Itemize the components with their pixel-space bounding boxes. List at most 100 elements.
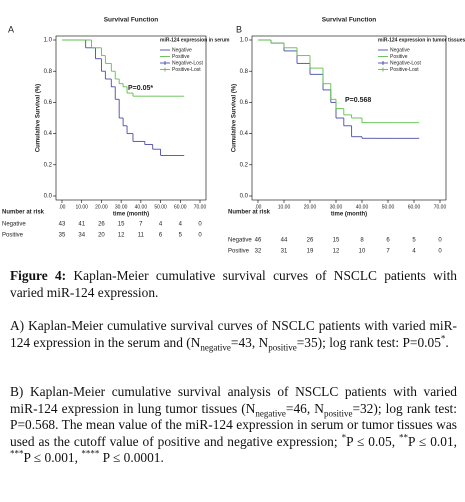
risk-count: 4 (179, 222, 183, 228)
text: . (445, 334, 449, 350)
risk-table-title: Number at risk (2, 210, 45, 216)
text: P ≤ 0.05, (346, 433, 400, 449)
legend-label: Positive (390, 54, 408, 60)
risk-count: 34 (78, 233, 85, 239)
x-tick-label: 20.00 (95, 204, 108, 210)
x-tick-label: 20.00 (304, 204, 317, 210)
text: P ≤ 0.0001. (99, 450, 164, 465)
risk-count: 0 (438, 249, 442, 255)
x-axis-label: time (month) (331, 212, 367, 218)
paragraph: B) Kaplan-Meier cumulative survival anal… (10, 384, 457, 467)
superscript: * (341, 432, 347, 443)
superscript: *** (10, 448, 24, 459)
caption-text: Kaplan-Meier cumulative survival curves … (10, 268, 457, 300)
figure: A Survival Function Cumulative Survival (%… (2, 17, 465, 255)
risk-count: 5 (179, 233, 183, 239)
risk-count: 7 (386, 249, 390, 255)
risk-count: 5 (412, 238, 416, 244)
x-tick-label: 70.00 (434, 204, 447, 210)
x-tick-label: 30.00 (330, 204, 343, 210)
y-axis-label: Cumulative Survival (%) (36, 84, 42, 152)
y-tick-label: 0.8 (44, 69, 53, 75)
risk-row-name: Positive (228, 249, 250, 255)
chart-title: Survival Function (104, 17, 159, 24)
risk-row-name: Negative (2, 222, 26, 228)
risk-count: 44 (281, 238, 288, 244)
superscript: **** (81, 448, 100, 459)
risk-count: 7 (139, 222, 143, 228)
plot-frame (55, 35, 207, 201)
chart-title: Survival Function (322, 17, 377, 24)
x-tick-label: 40.00 (356, 204, 369, 210)
risk-count: 43 (59, 222, 66, 228)
risk-count: 26 (307, 238, 314, 244)
y-tick-label: 0.2 (44, 162, 53, 168)
risk-count: 0 (438, 238, 442, 244)
risk-table-title: Number at risk (228, 210, 271, 216)
risk-count: 15 (118, 222, 125, 228)
legend-label: Positive (172, 54, 190, 60)
superscript: ** (399, 432, 409, 443)
x-tick-label: 10.00 (278, 204, 291, 210)
figure-label: Figure 4: (10, 268, 67, 283)
legend-title: miR-124 expression in serum (160, 37, 230, 43)
subscript: negative (200, 342, 231, 353)
text: =43, N (230, 334, 269, 350)
y-tick-label: 0.0 (240, 194, 249, 200)
legend-label: Positive-Lost (172, 67, 201, 73)
x-tick-label: 50.00 (382, 204, 395, 210)
subscript: positive (323, 408, 353, 419)
text: B) Kaplan-Meier cumulative survival anal… (10, 384, 457, 416)
risk-count: 0 (198, 222, 202, 228)
risk-count: 6 (159, 233, 163, 239)
risk-count: 12 (118, 233, 125, 239)
risk-count: 35 (59, 233, 66, 239)
x-tick-label: 60.00 (174, 204, 187, 210)
y-tick-label: 1.0 (44, 38, 53, 44)
annotation: P=0.568 (345, 97, 371, 104)
text: A) Kaplan-Meier cumulative survival curv… (10, 318, 457, 350)
superscript: * (440, 333, 446, 344)
y-tick-label: 0.6 (240, 100, 249, 106)
y-tick-label: 0.0 (44, 194, 53, 200)
risk-count: 12 (333, 249, 340, 255)
risk-row-name: Positive (2, 233, 24, 239)
legend-title: miR-124 expression in tumor tissues (378, 37, 465, 43)
text: =35); log rank test: P=0.05 (296, 334, 441, 350)
risk-count: 19 (307, 249, 314, 255)
subscript: negative (255, 408, 286, 419)
panel-label: B (236, 24, 242, 34)
risk-count: 20 (98, 233, 105, 239)
risk-count: 32 (255, 249, 262, 255)
y-tick-label: 0.4 (240, 131, 249, 137)
risk-count: 4 (159, 222, 163, 228)
legend-label: Negative (390, 47, 410, 53)
x-tick-label: 30.00 (115, 204, 128, 210)
x-tick-label: .00 (59, 204, 66, 210)
risk-row-name: Negative (228, 238, 252, 244)
paragraph: A) Kaplan-Meier cumulative survival curv… (10, 318, 457, 353)
risk-count: 46 (255, 238, 262, 244)
subscript: positive (268, 342, 297, 353)
text: P ≤ 0.01, (408, 433, 458, 449)
text: =32); log rank test: P=0.568. The mean v… (10, 400, 458, 449)
risk-count: 26 (98, 222, 105, 228)
text: P ≤ 0.001, (23, 450, 82, 465)
y-axis-label: Cumulative Survival (%) (232, 84, 238, 152)
text: =46, N (285, 400, 324, 416)
risk-count: 10 (359, 249, 366, 255)
x-tick-label: 60.00 (408, 204, 421, 210)
risk-count: 41 (78, 222, 85, 228)
x-tick-label: 40.00 (135, 204, 148, 210)
y-tick-label: 1.0 (240, 38, 249, 44)
annotation: P=0.05* (128, 85, 153, 92)
plot-frame (251, 35, 447, 201)
legend-label: Negative-Lost (172, 60, 203, 66)
x-tick-label: 10.00 (75, 204, 88, 210)
x-tick-label: 50.00 (154, 204, 167, 210)
y-tick-label: 0.2 (240, 162, 249, 168)
risk-count: 4 (412, 249, 416, 255)
risk-count: 11 (138, 233, 145, 239)
y-tick-label: 0.6 (44, 100, 53, 106)
